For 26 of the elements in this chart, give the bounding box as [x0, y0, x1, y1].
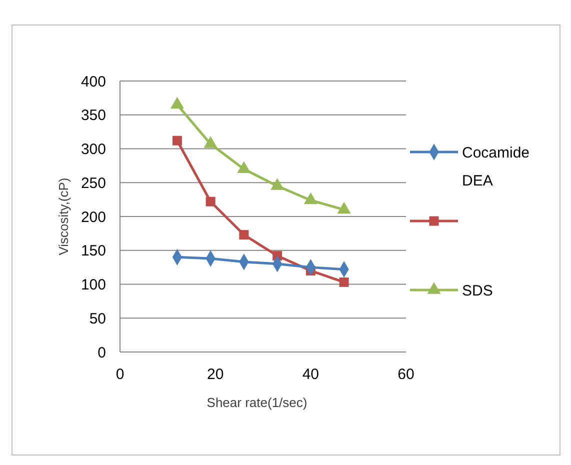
point — [239, 230, 249, 240]
x-axis-title: Shear rate(1/sec) — [206, 395, 308, 410]
legend-label: SDS — [462, 282, 493, 300]
point — [270, 178, 284, 190]
y-tick-label: 200 — [80, 208, 106, 226]
y-tick-label: 50 — [89, 310, 106, 328]
point — [206, 196, 216, 206]
point — [237, 161, 251, 173]
y-tick-label: 400 — [80, 73, 106, 90]
point — [204, 136, 218, 148]
x-tick-label: 0 — [116, 366, 124, 383]
y-tick-label: 350 — [80, 107, 106, 124]
y-tick-label: 300 — [80, 141, 106, 158]
legend-label: Cocamide DEA — [462, 144, 530, 190]
point — [339, 277, 349, 287]
point — [337, 202, 351, 214]
y-tick-label: 0 — [98, 344, 106, 362]
x-tick-label: 60 — [398, 366, 414, 383]
y-tick-label: 150 — [80, 242, 106, 260]
point — [170, 96, 184, 109]
point — [304, 192, 318, 204]
y-tick-label: 100 — [80, 276, 106, 294]
y-tick-label: 250 — [80, 174, 106, 192]
x-tick-label: 40 — [302, 366, 320, 383]
y-axis-title: Viscosity,(cP) — [56, 178, 71, 256]
x-tick-label: 20 — [206, 366, 224, 383]
